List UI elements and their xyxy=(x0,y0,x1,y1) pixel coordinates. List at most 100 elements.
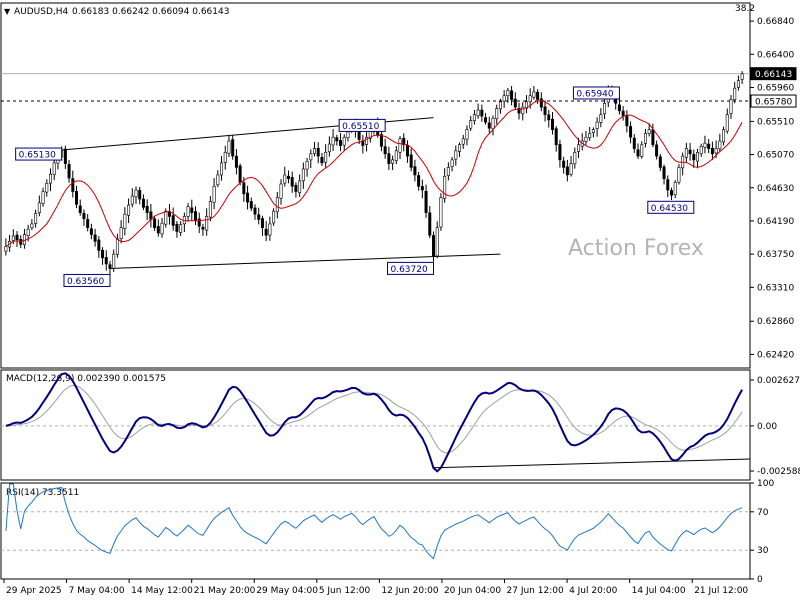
candle-body xyxy=(212,185,216,203)
candle-body xyxy=(621,110,625,117)
candle-body xyxy=(677,167,681,183)
price-tick-label: 0.65960 xyxy=(757,83,794,93)
price-tick-label: 0.63750 xyxy=(757,250,794,260)
candle-body xyxy=(554,128,558,146)
candle-body xyxy=(242,182,246,195)
candle-body xyxy=(595,121,599,129)
candle-body xyxy=(78,205,82,213)
symbol-label: AUDUSD,H4 xyxy=(14,7,69,17)
candle-body xyxy=(138,190,142,200)
candle-body xyxy=(41,191,45,204)
candle-body xyxy=(309,153,313,161)
candle-body xyxy=(461,138,465,145)
candle-body xyxy=(365,136,369,145)
rsi-tick-label: 30 xyxy=(757,546,769,556)
candle-body xyxy=(4,246,8,252)
candle-body xyxy=(550,118,554,130)
candle-body xyxy=(722,129,726,143)
candle-body xyxy=(547,114,551,121)
candle-body xyxy=(294,184,298,192)
macd-tick-label: 0.00 xyxy=(757,422,777,432)
candle-body xyxy=(26,228,30,237)
candle-body xyxy=(346,131,350,139)
candle-body xyxy=(119,227,123,239)
candle-body xyxy=(313,148,317,154)
price-tick-label: 0.66840 xyxy=(757,17,794,27)
candle-body xyxy=(234,155,238,168)
price-annotation-box xyxy=(63,273,111,287)
candle-body xyxy=(696,152,700,162)
x-tick-label: 29 Apr 2025 xyxy=(6,586,62,596)
candle-body xyxy=(175,223,179,232)
candle-body xyxy=(417,175,421,187)
candle-body xyxy=(301,168,305,182)
price-annotation-box xyxy=(386,261,434,275)
collapse-arrow-icon[interactable]: ▼ xyxy=(4,7,11,16)
candle-body xyxy=(729,99,733,114)
candle-body xyxy=(208,201,212,218)
candle-body xyxy=(101,249,105,259)
current-price-tag xyxy=(750,67,797,81)
candle-body xyxy=(320,156,324,164)
candle-body xyxy=(484,117,488,123)
macd-title: MACD(12,26,9) 0.002390 0.001575 xyxy=(6,374,166,384)
candle-body xyxy=(164,210,168,225)
macd-panel-frame xyxy=(0,369,751,481)
rsi-panel-frame xyxy=(0,482,751,580)
candle-body xyxy=(640,144,644,157)
candle-body xyxy=(539,98,543,108)
candle-body xyxy=(658,156,662,168)
price-annotation-box xyxy=(647,200,695,214)
candle-body xyxy=(625,115,629,127)
price-annotation-label: 0.63560 xyxy=(67,277,104,287)
candle-body xyxy=(439,197,443,228)
candle-body xyxy=(443,176,447,199)
candle-body xyxy=(431,235,435,257)
candle-body xyxy=(565,166,569,176)
candle-body xyxy=(591,129,595,133)
candle-body xyxy=(651,129,655,146)
x-tick-label: 14 Jul 04:00 xyxy=(632,586,686,596)
candle-body xyxy=(86,219,90,229)
candle-body xyxy=(398,138,402,153)
level-price-tag xyxy=(750,94,797,108)
candle-body xyxy=(205,216,209,231)
candle-body xyxy=(335,137,339,142)
candle-body xyxy=(48,173,52,184)
candle-body xyxy=(428,212,432,236)
candle-body xyxy=(197,218,201,227)
candle-body xyxy=(383,146,387,155)
candle-body xyxy=(521,106,525,115)
x-tick-label: 12 Jun 20:00 xyxy=(381,586,438,596)
candle-body xyxy=(420,186,424,191)
price-tick-label: 0.64630 xyxy=(757,184,794,194)
candle-body xyxy=(498,101,502,110)
x-tick-label: 27 Jun 12:00 xyxy=(507,586,564,596)
candle-body xyxy=(268,223,272,236)
candle-body xyxy=(264,228,268,236)
candle-body xyxy=(588,133,592,139)
candle-body xyxy=(669,190,673,196)
candle-body xyxy=(290,177,294,187)
candle-body xyxy=(636,149,640,157)
rsi-tick-label: 100 xyxy=(757,479,774,489)
candle-body xyxy=(584,136,588,142)
candle-body xyxy=(275,197,279,213)
candle-body xyxy=(402,137,406,146)
candle-body xyxy=(666,179,670,191)
watermark: Action Forex xyxy=(568,236,704,261)
candle-body xyxy=(227,140,231,154)
candle-body xyxy=(249,201,253,209)
candle-body xyxy=(127,204,131,216)
candle-body xyxy=(673,182,677,195)
candle-body xyxy=(450,159,454,168)
candle-body xyxy=(134,189,138,198)
candle-body xyxy=(179,224,183,233)
x-tick-label: 7 May 04:00 xyxy=(69,586,125,596)
corner-value: 38.2 xyxy=(735,4,755,14)
candle-body xyxy=(387,153,391,164)
candle-body xyxy=(655,144,659,157)
candle-body xyxy=(733,87,737,100)
candle-body xyxy=(331,136,335,146)
candle-body xyxy=(37,202,41,213)
